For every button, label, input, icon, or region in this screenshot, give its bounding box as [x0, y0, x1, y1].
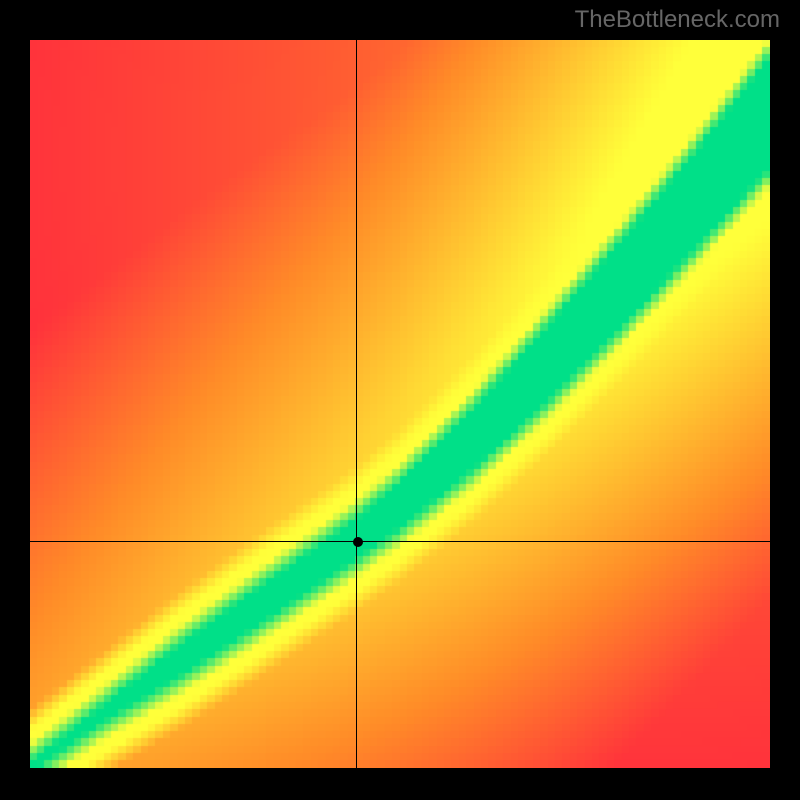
bottleneck-heatmap [30, 40, 770, 768]
heatmap-canvas [30, 40, 770, 768]
crosshair-marker [353, 537, 363, 547]
attribution-text: TheBottleneck.com [575, 6, 780, 34]
crosshair-horizontal [30, 541, 770, 542]
crosshair-vertical [356, 40, 357, 768]
